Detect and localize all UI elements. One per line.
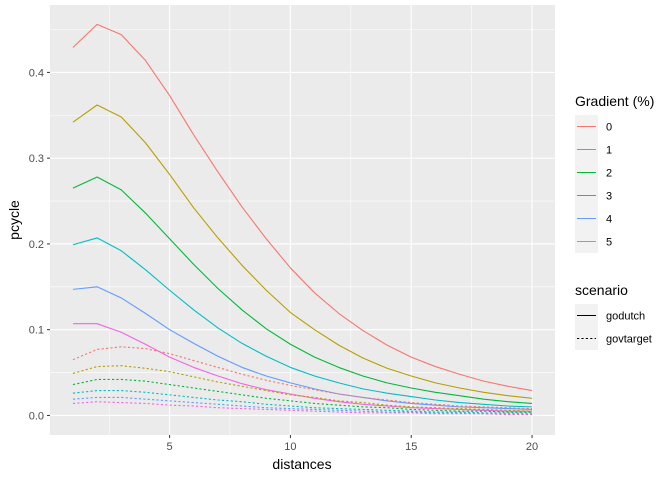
- x-axis-title: distances: [272, 456, 331, 472]
- y-tick-label: 0.3: [29, 153, 44, 165]
- legend-label-gradient-1: 1: [606, 145, 612, 157]
- legend-label-gradient-3: 3: [606, 191, 612, 203]
- legend-label-gradient-4: 4: [606, 214, 612, 226]
- series-line-gradient-2-govtarget: [72, 378, 533, 413]
- y-tick-label: 0.4: [29, 67, 44, 79]
- legend-title-gradient: Gradient (%): [575, 93, 654, 109]
- series-line-gradient-5-godutch: [72, 323, 533, 412]
- y-tick-label: 0.0: [29, 410, 44, 422]
- legend-label-scenario-govtarget: govtarget: [606, 334, 652, 346]
- x-tick-label: 20: [526, 441, 538, 453]
- y-tick-label: 0.2: [29, 239, 44, 251]
- legend-label-gradient-0: 0: [606, 122, 612, 134]
- series-line-gradient-2-godutch: [72, 176, 533, 404]
- x-tick-label: 15: [405, 441, 417, 453]
- legend-label-gradient-2: 2: [606, 168, 612, 180]
- series-line-gradient-4-govtarget: [72, 396, 533, 415]
- grid-major: [50, 5, 555, 435]
- series-lines: [72, 23, 533, 416]
- grid-minor: [50, 5, 555, 435]
- legend-label-scenario-godutch: godutch: [606, 311, 645, 323]
- series-line-gradient-4-godutch: [72, 286, 533, 410]
- y-tick-label: 0.1: [29, 325, 44, 337]
- axes: 5 10 15 20 0.0 0.1 0.2 0.3 0.4: [29, 67, 538, 453]
- series-line-gradient-3-govtarget: [72, 390, 533, 414]
- y-axis-title: pcycle: [6, 200, 22, 240]
- plot-panel: [50, 5, 555, 435]
- x-tick-label: 10: [284, 441, 296, 453]
- legend-title-scenario: scenario: [575, 282, 628, 298]
- legend-label-gradient-5: 5: [606, 237, 612, 249]
- series-line-gradient-0-godutch: [72, 23, 533, 392]
- legends: Gradient (%) 0 1 2 3 4 5 scenario godutch govtarg…: [575, 93, 654, 350]
- series-line-gradient-3-godutch: [72, 237, 533, 408]
- series-line-gradient-1-godutch: [72, 104, 533, 399]
- x-tick-label: 5: [167, 441, 173, 453]
- series-line-gradient-5-govtarget: [72, 401, 533, 416]
